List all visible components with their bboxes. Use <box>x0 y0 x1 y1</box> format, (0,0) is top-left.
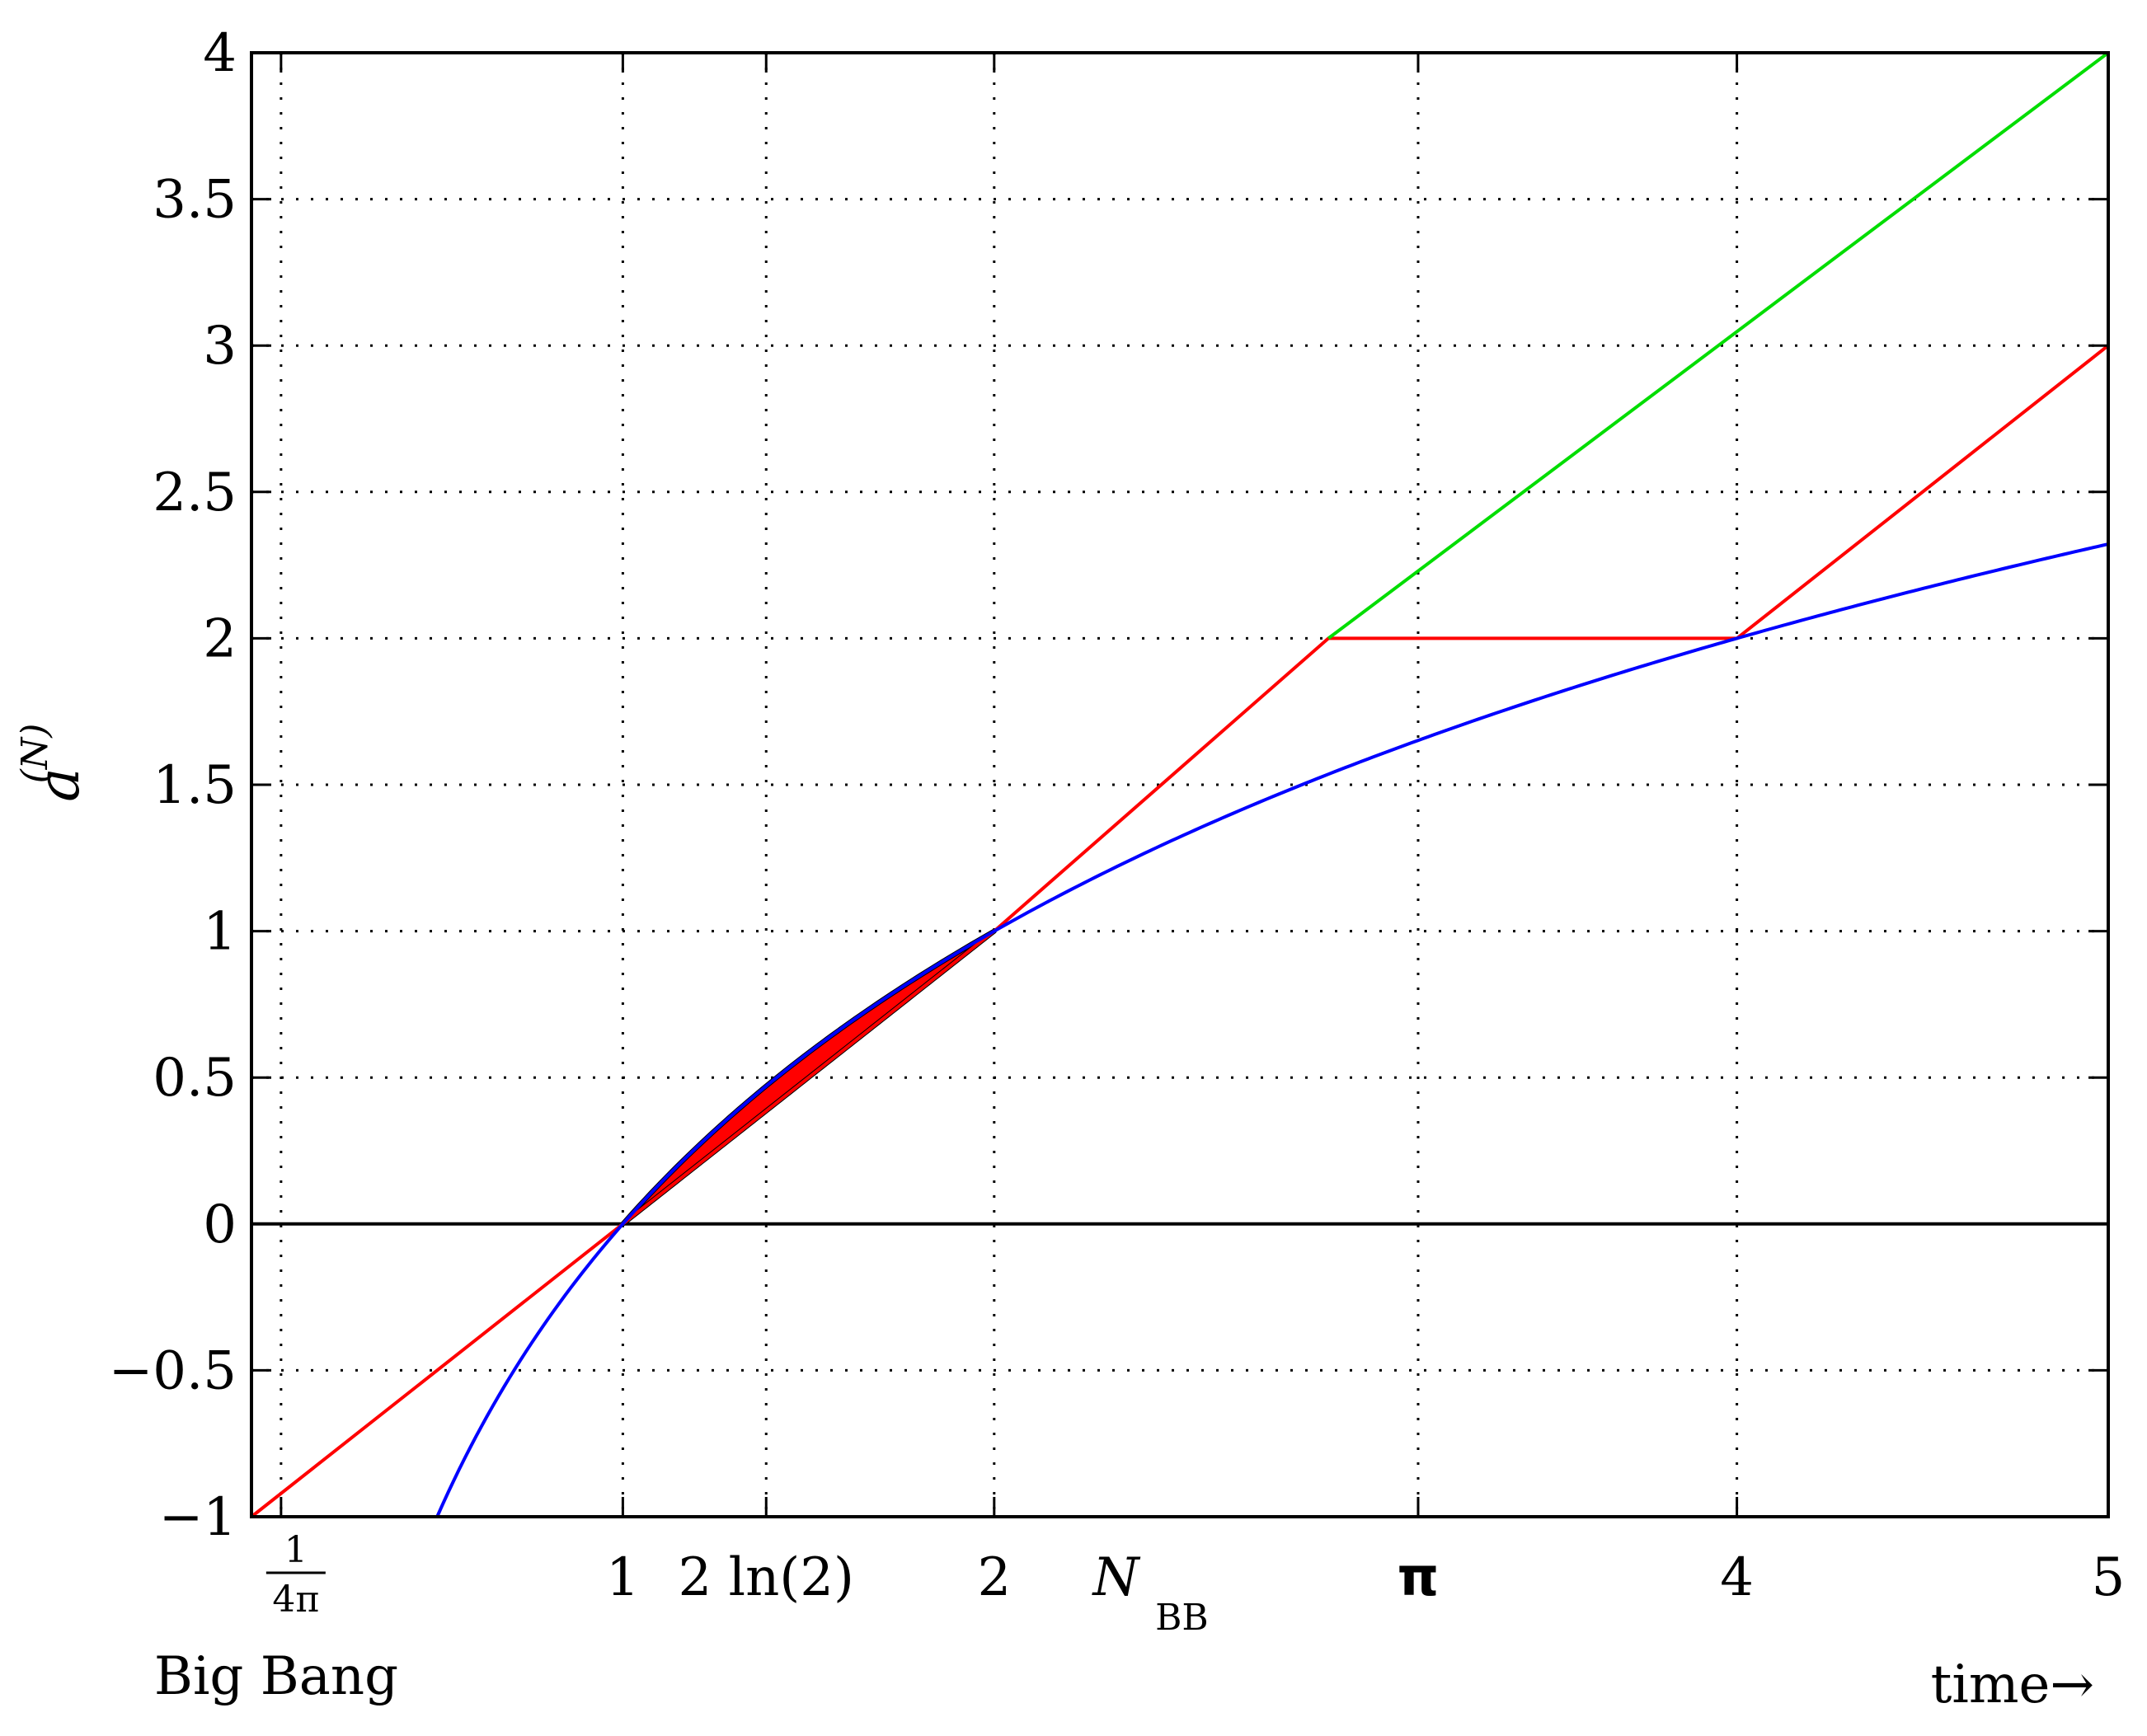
y-tick-label: 0 <box>203 1194 237 1255</box>
y-tick-label: 4 <box>203 23 237 84</box>
x-tick-label-nbb-subscript: BB <box>1155 1597 1209 1639</box>
x-tick-label-numerator: 1 <box>284 1529 308 1571</box>
x-tick-label: 5 <box>2092 1547 2126 1608</box>
y-tick-label: −0.5 <box>109 1340 237 1401</box>
y-axis-label: a <box>25 767 92 802</box>
y-tick-label: 3 <box>203 316 237 377</box>
y-tick-label: 1.5 <box>153 755 237 816</box>
x-tick-label-pi: π <box>1398 1547 1440 1608</box>
y-tick-label: 3.5 <box>153 170 237 231</box>
y-tick-label: 0.5 <box>153 1048 237 1109</box>
series-line-red <box>250 344 2110 1518</box>
label-group: −1 −0.5 0 0.5 1 1.5 2 2.5 3 3.5 4 1 4π 1 2 ln(2) 2 N BB π 4… <box>14 23 2125 1715</box>
series-line-blue <box>435 542 2109 1518</box>
series-group <box>250 51 2110 1518</box>
x-tick-label: 4 <box>1720 1547 1754 1608</box>
x-tick-label: 2 ln(2) <box>679 1547 854 1608</box>
series-line-green <box>1327 51 2110 640</box>
x-tick-label-nbb: N <box>1091 1547 1140 1608</box>
big-bang-annotation: Big Bang <box>154 1646 398 1707</box>
y-tick-label: 2.5 <box>153 462 237 523</box>
x-tick-label: 1 <box>606 1547 640 1608</box>
x-axis-label: time→ <box>1931 1654 2094 1715</box>
y-tick-label: −1 <box>159 1487 237 1548</box>
y-axis-label-group: a(N) <box>14 724 92 802</box>
y-axis-label-superscript: (N) <box>14 724 56 784</box>
tick-group <box>251 51 2110 1518</box>
x-tick-label: 2 <box>977 1547 1011 1608</box>
x-tick-label-denominator: 4π <box>272 1579 319 1621</box>
y-tick-label: 1 <box>203 902 237 963</box>
y-tick-label: 2 <box>203 608 237 669</box>
